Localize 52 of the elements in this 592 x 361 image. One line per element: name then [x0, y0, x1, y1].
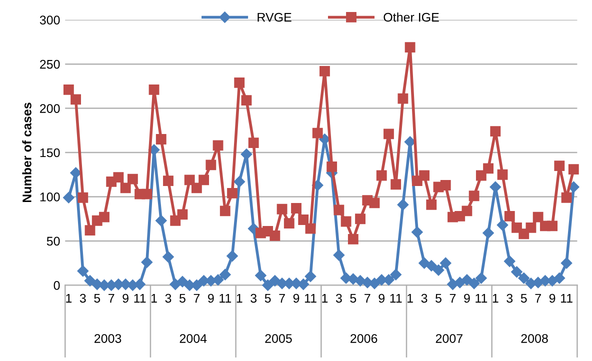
y-tick-label: 250	[40, 60, 60, 69]
x-tick-label: 3	[165, 294, 172, 303]
x-tick-label: 11	[560, 294, 572, 303]
legend-label: Other IGE	[384, 12, 439, 22]
x-tick-label: 11	[134, 294, 146, 303]
x-tick-label: 9	[122, 294, 128, 303]
x-tick-label: 9	[293, 294, 300, 303]
text: 2008	[521, 334, 548, 343]
x-tick-label: 1	[66, 294, 72, 303]
text: 2006	[350, 334, 378, 343]
x-tick-label: 11	[220, 294, 232, 303]
x-tick-label: 5	[436, 294, 442, 303]
x-tick-label: 7	[535, 294, 541, 303]
x-tick-label: 1	[236, 294, 242, 303]
text: 2007	[436, 334, 462, 343]
x-tick-label: 9	[378, 294, 384, 303]
x-tick-label: 11	[476, 294, 488, 303]
x-tick-label: 5	[179, 294, 186, 303]
y-tick-label: 300	[40, 16, 60, 25]
y-tick-label: 0	[54, 280, 60, 290]
y-tick-label: 50	[46, 236, 60, 246]
x-tick-label: 1	[492, 294, 498, 303]
x-tick-label: 1	[322, 294, 328, 303]
x-tick-label: 11	[390, 294, 402, 303]
x-tick-label: 7	[364, 294, 370, 303]
x-tick-label: 9	[464, 294, 470, 303]
y-tick-label: 150	[40, 148, 60, 158]
text: 2003	[94, 334, 122, 343]
x-tick-label: 7	[450, 294, 456, 303]
x-tick-label: 5	[94, 294, 100, 303]
x-tick-label: 1	[152, 294, 157, 303]
x-tick-label: 3	[506, 294, 513, 303]
text: 2005	[265, 334, 292, 343]
x-tick-label: 3	[80, 294, 86, 303]
text: 2004	[180, 334, 207, 343]
x-tick-label: 3	[250, 294, 257, 303]
x-tick-label: 9	[208, 294, 214, 303]
x-tick-label: 5	[520, 294, 527, 303]
x-tick-label: 5	[350, 294, 356, 303]
x-tick-label: 7	[108, 294, 114, 303]
x-tick-label: 11	[304, 294, 316, 303]
x-tick-label: 1	[408, 294, 413, 303]
legend-label: RVGE	[258, 12, 292, 22]
y-tick-label: 100	[40, 192, 60, 202]
x-tick-label: 9	[549, 294, 556, 303]
x-tick-label: 7	[194, 294, 200, 303]
x-tick-label: 7	[279, 294, 285, 303]
x-tick-label: 3	[421, 294, 428, 303]
y-axis-title: Number of cases	[22, 102, 32, 202]
y-tick-label: 200	[40, 104, 60, 113]
x-tick-label: 5	[264, 294, 271, 303]
x-tick-label: 3	[336, 294, 342, 303]
